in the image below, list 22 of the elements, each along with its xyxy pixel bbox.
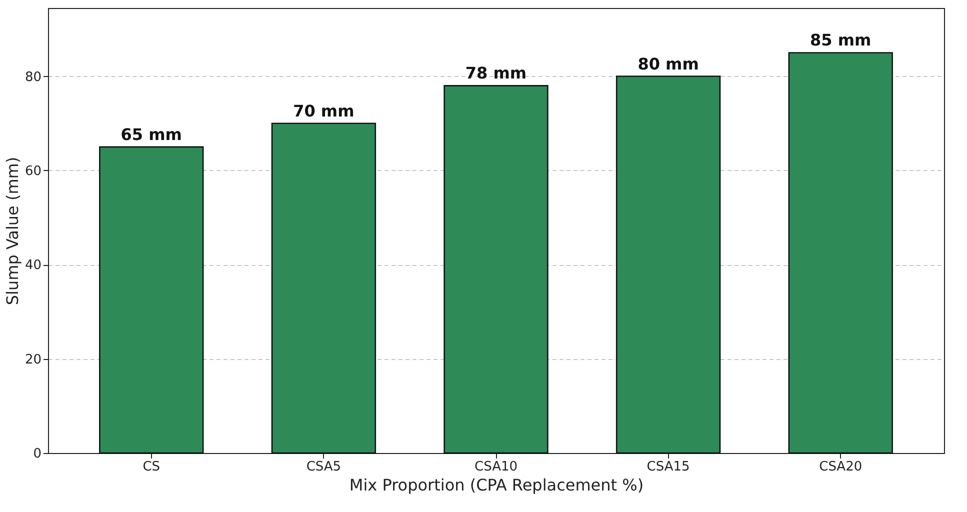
bar xyxy=(271,122,376,454)
x-tick-label: CSA20 xyxy=(819,460,862,474)
x-axis-title: Mix Proportion (CPA Replacement %) xyxy=(349,476,644,494)
data-label: 85 mm xyxy=(810,30,872,50)
x-tick-label: CSA5 xyxy=(306,460,342,474)
y-tick-label: 60 xyxy=(24,164,42,179)
data-label: 78 mm xyxy=(465,64,527,83)
data-label: 80 mm xyxy=(638,54,699,74)
bar xyxy=(99,146,204,454)
data-label: 70 mm xyxy=(293,101,354,120)
x-tick-label: CSA10 xyxy=(474,460,518,474)
y-tick-label: 0 xyxy=(33,446,42,462)
bar xyxy=(788,52,893,454)
y-tick-label: 40 xyxy=(24,258,42,274)
bar xyxy=(444,85,548,454)
bar xyxy=(616,76,721,454)
x-tick-label: CSA15 xyxy=(646,460,690,474)
y-axis-title: Slump Value (mm) xyxy=(2,156,22,306)
y-tick-label: 20 xyxy=(24,352,42,368)
x-tick-label: CS xyxy=(142,460,160,474)
y-tick-label: 80 xyxy=(24,70,42,85)
data-label: 65 mm xyxy=(120,124,182,144)
